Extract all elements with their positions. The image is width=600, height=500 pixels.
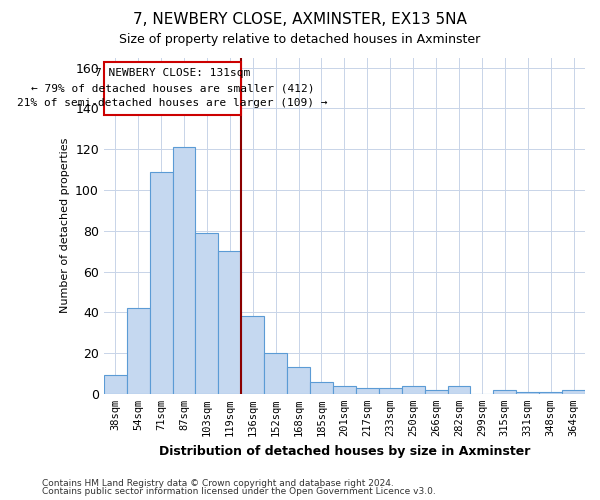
Bar xyxy=(425,390,448,394)
Bar xyxy=(104,376,127,394)
Bar xyxy=(401,386,425,394)
Bar xyxy=(448,386,470,394)
Bar xyxy=(333,386,356,394)
Bar xyxy=(379,388,401,394)
Text: Size of property relative to detached houses in Axminster: Size of property relative to detached ho… xyxy=(119,32,481,46)
X-axis label: Distribution of detached houses by size in Axminster: Distribution of detached houses by size … xyxy=(159,444,530,458)
Bar xyxy=(264,353,287,394)
Bar xyxy=(287,368,310,394)
FancyBboxPatch shape xyxy=(104,62,241,114)
Bar xyxy=(241,316,264,394)
Bar xyxy=(516,392,539,394)
Bar xyxy=(310,382,333,394)
Bar xyxy=(127,308,149,394)
Bar xyxy=(218,251,241,394)
Text: 7 NEWBERY CLOSE: 131sqm
← 79% of detached houses are smaller (412)
21% of semi-d: 7 NEWBERY CLOSE: 131sqm ← 79% of detache… xyxy=(17,68,328,108)
Text: 7, NEWBERY CLOSE, AXMINSTER, EX13 5NA: 7, NEWBERY CLOSE, AXMINSTER, EX13 5NA xyxy=(133,12,467,28)
Bar xyxy=(149,172,173,394)
Text: Contains public sector information licensed under the Open Government Licence v3: Contains public sector information licen… xyxy=(42,487,436,496)
Bar xyxy=(173,147,196,394)
Bar xyxy=(539,392,562,394)
Bar xyxy=(562,390,585,394)
Text: Contains HM Land Registry data © Crown copyright and database right 2024.: Contains HM Land Registry data © Crown c… xyxy=(42,478,394,488)
Bar xyxy=(196,233,218,394)
Bar xyxy=(493,390,516,394)
Bar xyxy=(356,388,379,394)
Y-axis label: Number of detached properties: Number of detached properties xyxy=(59,138,70,314)
